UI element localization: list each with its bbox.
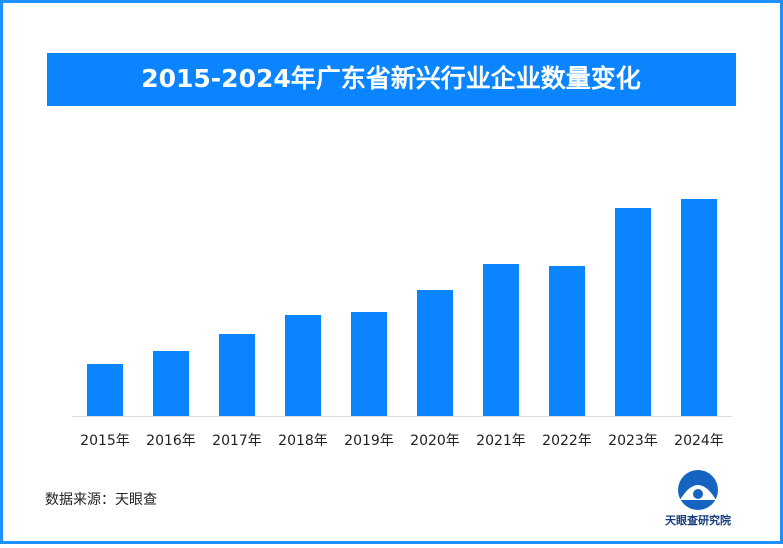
x-tick-label: 2024年: [674, 433, 724, 449]
bar: [483, 264, 519, 416]
bar: [615, 208, 651, 416]
x-tick-label: 2018年: [278, 433, 328, 449]
bar: [351, 312, 387, 416]
x-tick-label: 2019年: [344, 433, 394, 449]
x-tick-label: 2017年: [212, 433, 262, 449]
bar: [681, 199, 717, 416]
x-tick-label: 2016年: [146, 433, 196, 449]
bar: [219, 334, 255, 416]
bar: [417, 290, 453, 416]
x-tick-label: 2015年: [80, 433, 130, 449]
title-banner: [47, 53, 736, 106]
x-tick-label: 2022年: [542, 433, 592, 449]
x-tick-label: 2023年: [608, 433, 658, 449]
brand: 天眼查研究院: [665, 513, 731, 527]
bar: [549, 266, 585, 416]
source: 数据来源：天眼查: [45, 492, 157, 508]
logo: [678, 470, 718, 510]
bar: [153, 351, 189, 416]
x-tick-label: 2020年: [410, 433, 460, 449]
bar: [285, 315, 321, 416]
bar: [87, 364, 123, 416]
x-tick-label: 2021年: [476, 433, 526, 449]
chart-title: 2015-2024年广东省新兴行业企业数量变化: [141, 64, 641, 93]
logo-pupil: [693, 489, 703, 499]
